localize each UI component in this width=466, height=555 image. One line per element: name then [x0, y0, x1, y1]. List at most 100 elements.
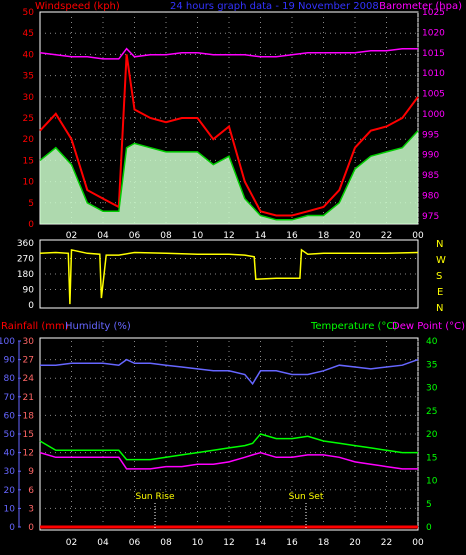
rain-y-tick: 21	[23, 393, 34, 403]
rain-y-tick: 3	[28, 504, 34, 514]
axis-tick-labels: 0510152025303540455097598098599099510001…	[0, 8, 445, 548]
wind-average-line	[39, 130, 419, 221]
compass-s: S	[436, 271, 442, 282]
wind-y-tick: 25	[23, 114, 34, 124]
humidity-y-tick: 10	[4, 504, 16, 514]
wind-y-tick: 40	[23, 50, 35, 60]
grid-dots	[40, 12, 419, 527]
wind-y-tick: 20	[23, 135, 35, 145]
climate-x-tick: 14	[255, 538, 267, 548]
humidity-line	[40, 358, 419, 386]
rain-y-tick: 18	[23, 411, 35, 421]
humidity-y-tick: 40	[4, 449, 16, 459]
compass-n-top: N	[436, 239, 443, 250]
wind-y-tick: 35	[23, 72, 34, 82]
windspeed-title: Windspeed (kph)	[35, 1, 120, 12]
wind-x-tick: 20	[349, 231, 361, 241]
temp-y-tick: 5	[426, 500, 432, 510]
climate-x-tick: 16	[286, 538, 298, 548]
dir-y-tick: 0	[28, 301, 34, 311]
climate-x-tick: 02	[66, 538, 77, 548]
dir-y-tick: 180	[17, 270, 34, 280]
wind-x-tick: 18	[318, 231, 330, 241]
direction-series	[39, 248, 419, 305]
climate-x-tick: 20	[349, 538, 361, 548]
dewpoint-title: Dew Point (°C)	[392, 321, 465, 332]
dewpoint-line	[39, 451, 418, 470]
wind-gust-line	[39, 54, 419, 217]
rainfall-title: Rainfall (mm)	[1, 321, 69, 332]
temperature-title: Temperature (°C)	[310, 321, 397, 332]
wind-y-tick: 50	[23, 8, 35, 18]
climate-x-tick: 22	[381, 538, 392, 548]
barometer-title: Barometer (hpa)	[379, 1, 462, 12]
humidity-y-tick: 30	[4, 467, 16, 477]
climate-x-tick: 06	[129, 538, 141, 548]
dir-y-tick: 270	[17, 255, 34, 265]
temperature-line	[39, 433, 418, 461]
climate-series	[39, 358, 419, 529]
rain-y-tick: 9	[28, 467, 34, 477]
humidity-title: Humidity (%)	[65, 321, 131, 332]
temp-y-tick: 30	[426, 384, 438, 394]
wind-average-fill	[40, 130, 418, 224]
climate-x-tick: 00	[412, 538, 424, 548]
compass-w: W	[436, 255, 446, 266]
temp-y-tick: 40	[426, 337, 438, 347]
wind-x-tick: 02	[66, 231, 77, 241]
baro-y-tick: 975	[422, 212, 439, 222]
dir-y-tick: 360	[17, 239, 34, 249]
temp-y-tick: 15	[426, 453, 437, 463]
humidity-y-tick: 90	[4, 356, 16, 366]
wind-x-tick: 04	[97, 231, 109, 241]
wind-y-tick: 5	[28, 199, 34, 209]
baro-y-tick: 1000	[422, 110, 445, 120]
sunset-label: Sun Set	[289, 492, 324, 502]
climate-x-tick: 12	[223, 538, 234, 548]
wind-y-tick: 45	[23, 29, 34, 39]
wind-x-tick: 06	[129, 231, 141, 241]
wind-y-tick: 0	[28, 220, 34, 230]
humidity-y-tick: 0	[9, 523, 15, 533]
climate-x-tick: 18	[318, 538, 330, 548]
compass-e: E	[437, 287, 443, 298]
rain-y-tick: 15	[23, 430, 34, 440]
rain-y-tick: 24	[23, 374, 35, 384]
rain-y-tick: 0	[28, 523, 34, 533]
wind-x-tick: 10	[192, 231, 204, 241]
direction-line	[39, 248, 419, 305]
baro-y-tick: 995	[422, 130, 439, 140]
temp-y-tick: 10	[426, 477, 438, 487]
baro-y-tick: 1005	[422, 90, 445, 100]
climate-x-tick: 10	[192, 538, 204, 548]
wind-x-tick: 08	[160, 231, 172, 241]
humidity-y-tick: 50	[4, 430, 16, 440]
temp-y-tick: 25	[426, 407, 437, 417]
compass-n-bottom: N	[436, 303, 443, 314]
wind-x-tick: 00	[412, 231, 424, 241]
temp-y-tick: 0	[426, 523, 432, 533]
baro-y-tick: 1015	[422, 49, 445, 59]
baro-y-tick: 985	[422, 171, 439, 181]
wind-y-tick: 30	[23, 93, 35, 103]
humidity-y-tick: 20	[4, 486, 16, 496]
baro-y-tick: 980	[422, 191, 439, 201]
wind-x-tick: 16	[286, 231, 298, 241]
baro-y-tick: 1020	[422, 28, 445, 38]
temp-y-tick: 35	[426, 360, 437, 370]
climate-x-tick: 08	[160, 538, 172, 548]
humidity-y-tick: 60	[4, 411, 16, 421]
temp-y-tick: 20	[426, 430, 438, 440]
baro-y-tick: 1010	[422, 69, 445, 79]
direction-panel-frame	[39, 239, 419, 309]
climate-x-tick: 04	[97, 538, 109, 548]
sunrise-label: Sun Rise	[136, 492, 175, 502]
baro-y-tick: 1025	[422, 8, 445, 18]
rain-y-tick: 30	[23, 337, 35, 347]
baro-y-tick: 990	[422, 151, 439, 161]
wind-x-tick: 14	[255, 231, 267, 241]
graph-title: 24 hours graph data - 19 November 2008	[170, 1, 379, 12]
humidity-y-tick: 100	[0, 337, 15, 347]
wind-x-tick: 22	[381, 231, 392, 241]
